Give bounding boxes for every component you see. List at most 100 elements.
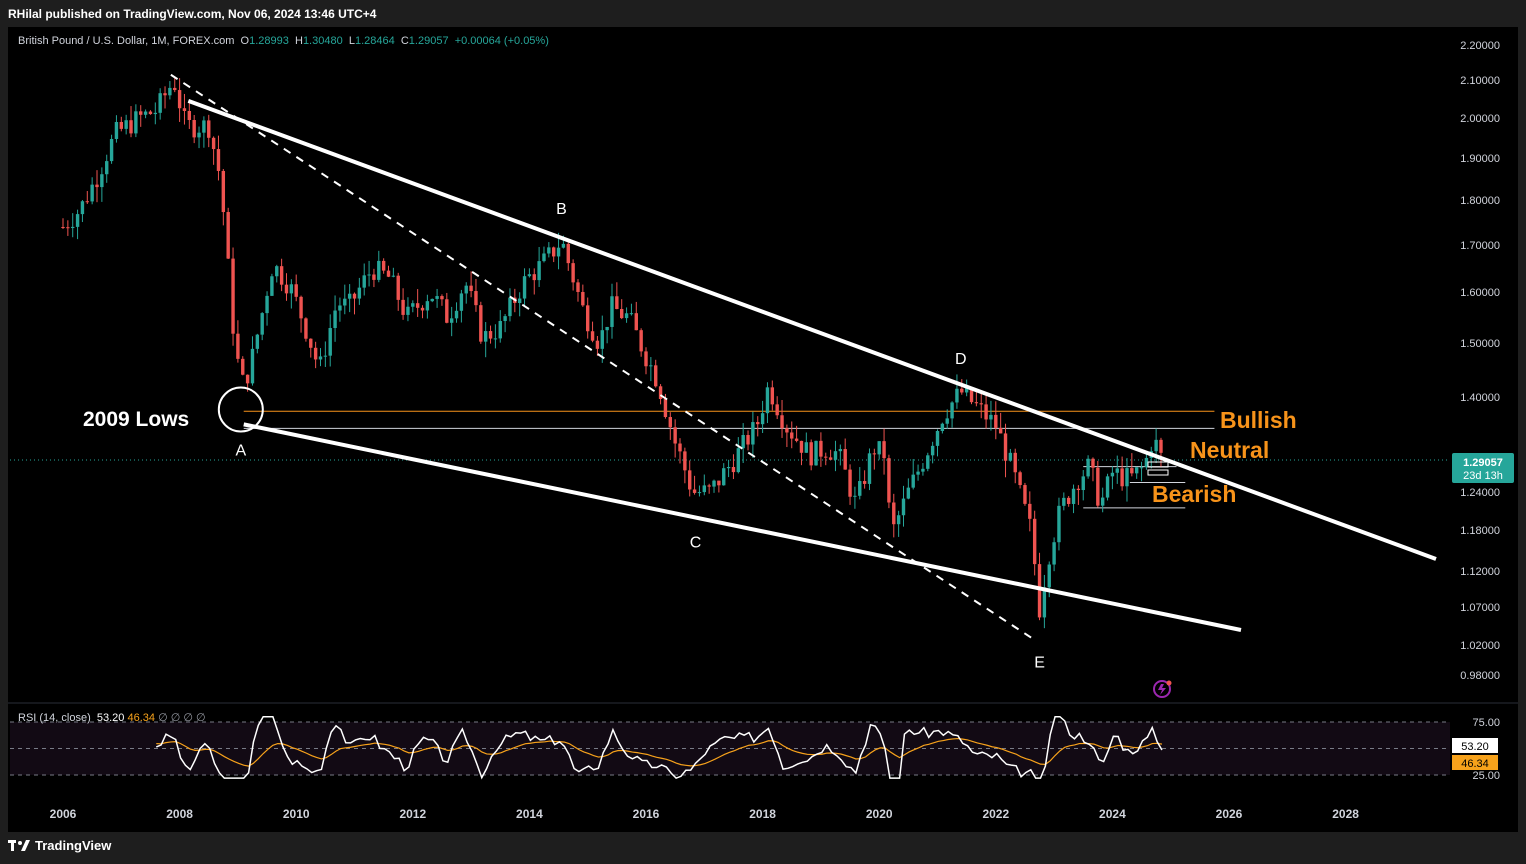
candle-body xyxy=(955,388,959,403)
candle-body xyxy=(629,313,634,315)
price-axis-label: 1.12000 xyxy=(1460,566,1500,578)
candle-body xyxy=(964,387,969,393)
candle-body xyxy=(994,414,998,428)
candle-body xyxy=(245,374,250,384)
candle-body xyxy=(1003,433,1008,461)
rsi-legend-ma: 46.34 xyxy=(127,712,155,724)
candle-body xyxy=(979,403,983,405)
candle-body xyxy=(362,275,366,288)
candle-body xyxy=(464,285,468,294)
rsi-axis-label: 25.00 xyxy=(1472,770,1500,782)
candle-body xyxy=(799,440,804,453)
candle-body xyxy=(1042,587,1047,618)
point-label-D: D xyxy=(955,351,967,368)
candle-body xyxy=(1018,472,1022,486)
candle-body xyxy=(819,440,823,457)
candle-body xyxy=(872,453,877,455)
candle-body xyxy=(119,121,123,129)
candle-body xyxy=(804,442,809,453)
candle-body xyxy=(1081,476,1085,491)
candle-body xyxy=(595,340,600,349)
candle-body xyxy=(80,201,85,215)
candle-body xyxy=(323,355,328,357)
candle-body xyxy=(838,449,843,452)
candle-body xyxy=(357,287,362,299)
candle-body xyxy=(901,498,906,516)
rsi-axis-label: 75.00 xyxy=(1472,717,1500,729)
candle-body xyxy=(221,170,226,213)
candle-body xyxy=(105,161,109,175)
candle-body xyxy=(1096,467,1100,506)
candle-body xyxy=(1076,488,1081,491)
candle-body xyxy=(770,387,775,405)
lows-circle xyxy=(217,386,264,433)
rsi-ma-badge-value: 46.34 xyxy=(1461,758,1489,770)
candle-body xyxy=(542,253,546,262)
candle-body xyxy=(211,137,216,150)
candle-body xyxy=(853,495,857,497)
candle-body xyxy=(177,90,182,109)
candle-body xyxy=(318,356,323,360)
candle-body xyxy=(882,441,886,459)
candle-body xyxy=(1008,452,1013,461)
point-label-A: A xyxy=(235,443,246,460)
rsi-line xyxy=(155,715,1163,780)
candle-body xyxy=(90,184,94,202)
low-label: L xyxy=(348,35,355,47)
high-label: H xyxy=(294,35,303,47)
candle-body xyxy=(250,348,255,384)
time-axis-label: 2008 xyxy=(166,807,193,821)
candle-body xyxy=(969,387,974,403)
symbol-name: British Pound / U.S. Dollar, 1M, FOREX.c… xyxy=(18,35,235,47)
candle-body xyxy=(1159,439,1163,453)
price-axis-label: 1.24000 xyxy=(1460,487,1500,499)
point-label-B: B xyxy=(556,201,567,218)
time-axis-label: 2010 xyxy=(283,807,310,821)
candle-body xyxy=(236,333,240,359)
candle-body xyxy=(765,387,770,414)
candle-body xyxy=(1134,467,1139,474)
candle-body xyxy=(231,258,235,334)
time-axis-label: 2012 xyxy=(399,807,426,821)
candle-body xyxy=(1115,468,1119,473)
candle-body xyxy=(449,318,454,323)
tradingview-logo[interactable]: TradingView xyxy=(8,838,111,853)
candle-body xyxy=(998,427,1003,434)
candle-body xyxy=(809,442,813,466)
candle-body xyxy=(381,260,386,271)
candle-body xyxy=(124,120,128,129)
candle-body xyxy=(794,438,799,441)
price-axis-label: 1.40000 xyxy=(1460,392,1500,404)
candle-body xyxy=(420,307,425,311)
price-axis-label: 2.10000 xyxy=(1460,75,1500,87)
candle-body xyxy=(1028,503,1032,519)
candle-body xyxy=(892,502,896,525)
candle-body xyxy=(173,87,177,91)
time-axis-label: 2024 xyxy=(1099,807,1126,821)
lows-label: 2009 Lows xyxy=(83,408,189,431)
symbol-legend: British Pound / U.S. Dollar, 1M, FOREX.c… xyxy=(18,35,549,47)
candle-body xyxy=(790,432,794,439)
candle-body xyxy=(634,313,638,331)
change-value: +0.00064 (+0.05%) xyxy=(454,35,549,47)
candle-body xyxy=(284,284,289,294)
candle-body xyxy=(328,328,332,356)
candle-body xyxy=(347,293,352,299)
candle-body xyxy=(814,440,818,466)
candle-body xyxy=(654,365,658,387)
candle-body xyxy=(692,489,697,493)
bullish-label: Bullish xyxy=(1220,407,1297,433)
rsi-legend-value: 53.20 xyxy=(96,712,125,724)
candle-body xyxy=(620,308,624,319)
neutral-label: Neutral xyxy=(1190,437,1269,463)
price-axis-label: 1.80000 xyxy=(1460,195,1500,207)
time-axis-label: 2014 xyxy=(516,807,543,821)
candle-body xyxy=(488,331,493,339)
candle-body xyxy=(824,456,828,458)
candle-body xyxy=(474,291,478,306)
price-badge-value: 1.29057 xyxy=(1463,457,1503,469)
candle-body xyxy=(576,282,580,292)
candle-body xyxy=(974,402,979,404)
candle-body xyxy=(289,284,294,294)
